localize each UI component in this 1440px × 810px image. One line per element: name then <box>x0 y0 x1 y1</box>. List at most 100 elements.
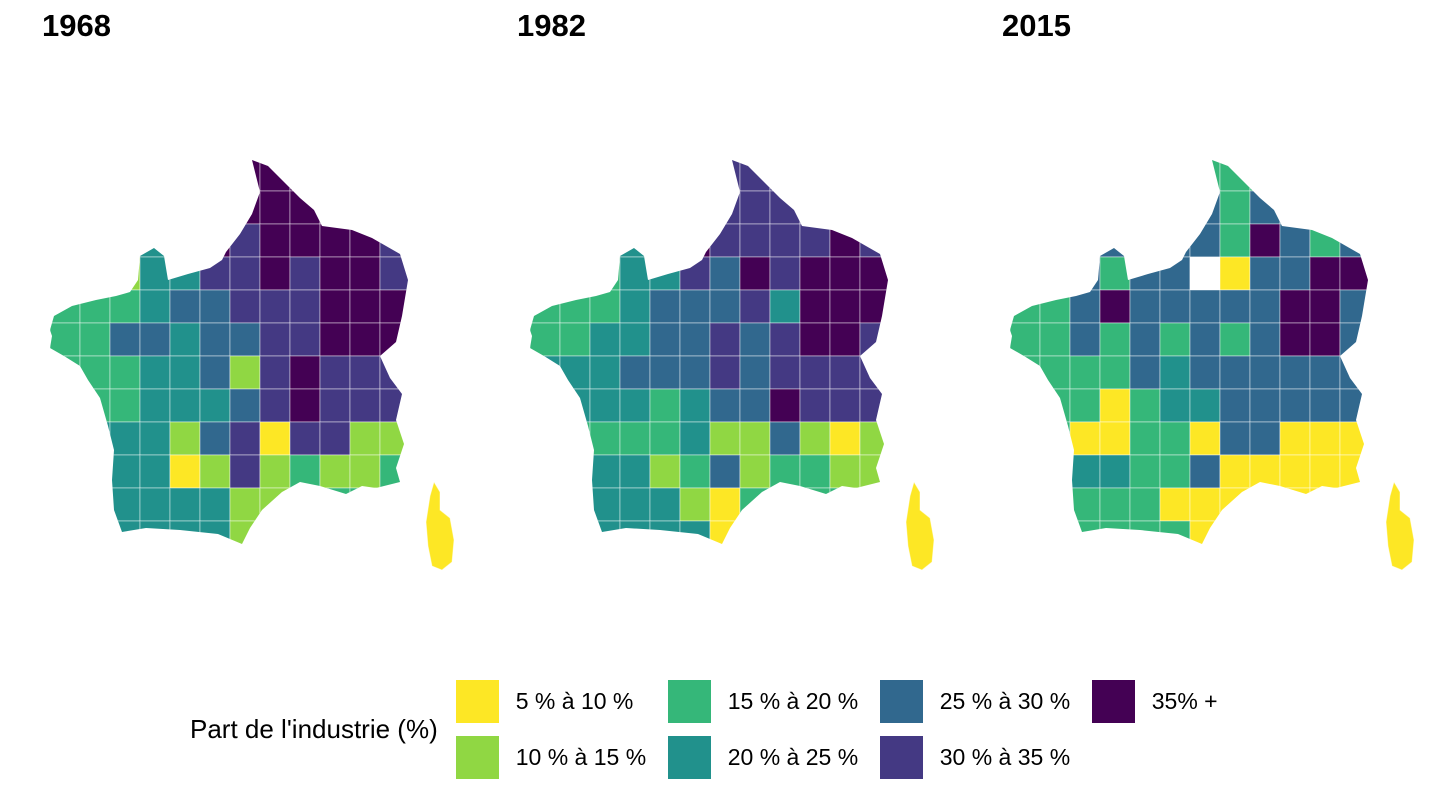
department-cell <box>289 160 321 192</box>
department-cell <box>769 454 801 489</box>
department-cell <box>1189 421 1221 456</box>
department-cell <box>1129 388 1161 423</box>
department-cell <box>1309 520 1341 544</box>
department-cell <box>1279 160 1311 192</box>
department-cell <box>199 487 231 522</box>
department-cell <box>1010 289 1041 324</box>
department-cell <box>1099 421 1131 456</box>
department-cell <box>229 256 261 291</box>
department-cell <box>679 322 711 357</box>
department-cell <box>50 322 81 357</box>
department-cell <box>259 190 291 225</box>
legend-swatch <box>455 736 499 779</box>
department-cell <box>1309 190 1341 225</box>
department-cell <box>859 256 888 291</box>
department-cell <box>79 223 111 258</box>
department-cell <box>1010 487 1041 522</box>
department-cell <box>619 388 651 423</box>
department-cell <box>619 487 651 522</box>
department-cell <box>79 160 111 192</box>
department-cell <box>1189 256 1221 291</box>
department-cell <box>379 520 408 544</box>
department-cell <box>589 190 621 225</box>
department-cell <box>679 355 711 390</box>
department-cell <box>709 190 741 225</box>
department-cell <box>50 160 81 192</box>
department-cell <box>379 421 408 456</box>
department-cell <box>1129 421 1161 456</box>
department-cell <box>319 355 351 390</box>
department-cell <box>109 388 141 423</box>
department-cell <box>1039 160 1071 192</box>
legend-label: 35% + <box>1151 688 1218 714</box>
department-cell <box>289 190 321 225</box>
department-cell <box>169 454 201 489</box>
department-cell <box>799 388 831 423</box>
department-cell <box>769 256 801 291</box>
department-cell <box>769 520 801 544</box>
department-cell <box>109 160 141 192</box>
department-cell <box>559 388 591 423</box>
department-cell <box>229 454 261 489</box>
department-cell <box>1159 454 1191 489</box>
department-cell <box>1339 421 1368 456</box>
department-cell <box>1129 454 1161 489</box>
department-cell <box>709 487 741 522</box>
department-cell <box>1069 322 1101 357</box>
department-cell <box>589 355 621 390</box>
department-cell <box>1159 160 1191 192</box>
department-cell <box>199 520 231 544</box>
department-cell <box>1309 421 1341 456</box>
legend-item: 25 % à 30 % <box>879 680 1092 723</box>
department-cell <box>1249 388 1281 423</box>
department-cell <box>169 388 201 423</box>
mainland-departments <box>50 160 408 544</box>
department-cell <box>139 256 171 291</box>
department-cell <box>349 223 381 258</box>
department-cell <box>1249 223 1281 258</box>
department-cell <box>229 322 261 357</box>
department-cell <box>1279 454 1311 489</box>
department-cell <box>1159 322 1191 357</box>
legend-label: 15 % à 20 % <box>727 688 859 714</box>
department-cell <box>739 454 771 489</box>
department-cell <box>379 487 408 522</box>
department-cell <box>199 388 231 423</box>
department-cell <box>859 388 888 423</box>
department-cell <box>649 520 681 544</box>
department-cell <box>619 355 651 390</box>
department-cell <box>319 289 351 324</box>
department-cell <box>589 454 621 489</box>
department-cell <box>829 223 861 258</box>
department-cell <box>649 223 681 258</box>
department-cell <box>1010 322 1041 357</box>
department-cell <box>739 190 771 225</box>
department-cell <box>709 388 741 423</box>
department-cell <box>199 256 231 291</box>
department-cell <box>1339 223 1368 258</box>
department-cell <box>379 256 408 291</box>
department-cell <box>1129 520 1161 544</box>
department-cell <box>1279 289 1311 324</box>
department-cell <box>859 487 888 522</box>
department-cell <box>379 454 408 489</box>
department-cell <box>229 421 261 456</box>
department-cell <box>319 454 351 489</box>
department-cell <box>1039 355 1071 390</box>
department-cell <box>619 223 651 258</box>
department-cell <box>769 421 801 456</box>
legend-label: 30 % à 35 % <box>939 744 1071 770</box>
department-cell <box>530 487 561 522</box>
department-cell <box>1189 190 1221 225</box>
department-cell <box>619 190 651 225</box>
department-cell <box>1159 355 1191 390</box>
department-cell <box>259 355 291 390</box>
department-cell <box>79 289 111 324</box>
department-cell <box>139 487 171 522</box>
department-cell <box>1099 520 1131 544</box>
department-cell <box>589 322 621 357</box>
department-cell <box>199 322 231 357</box>
department-cell <box>1219 388 1251 423</box>
department-cell <box>109 289 141 324</box>
department-cell <box>1039 421 1071 456</box>
